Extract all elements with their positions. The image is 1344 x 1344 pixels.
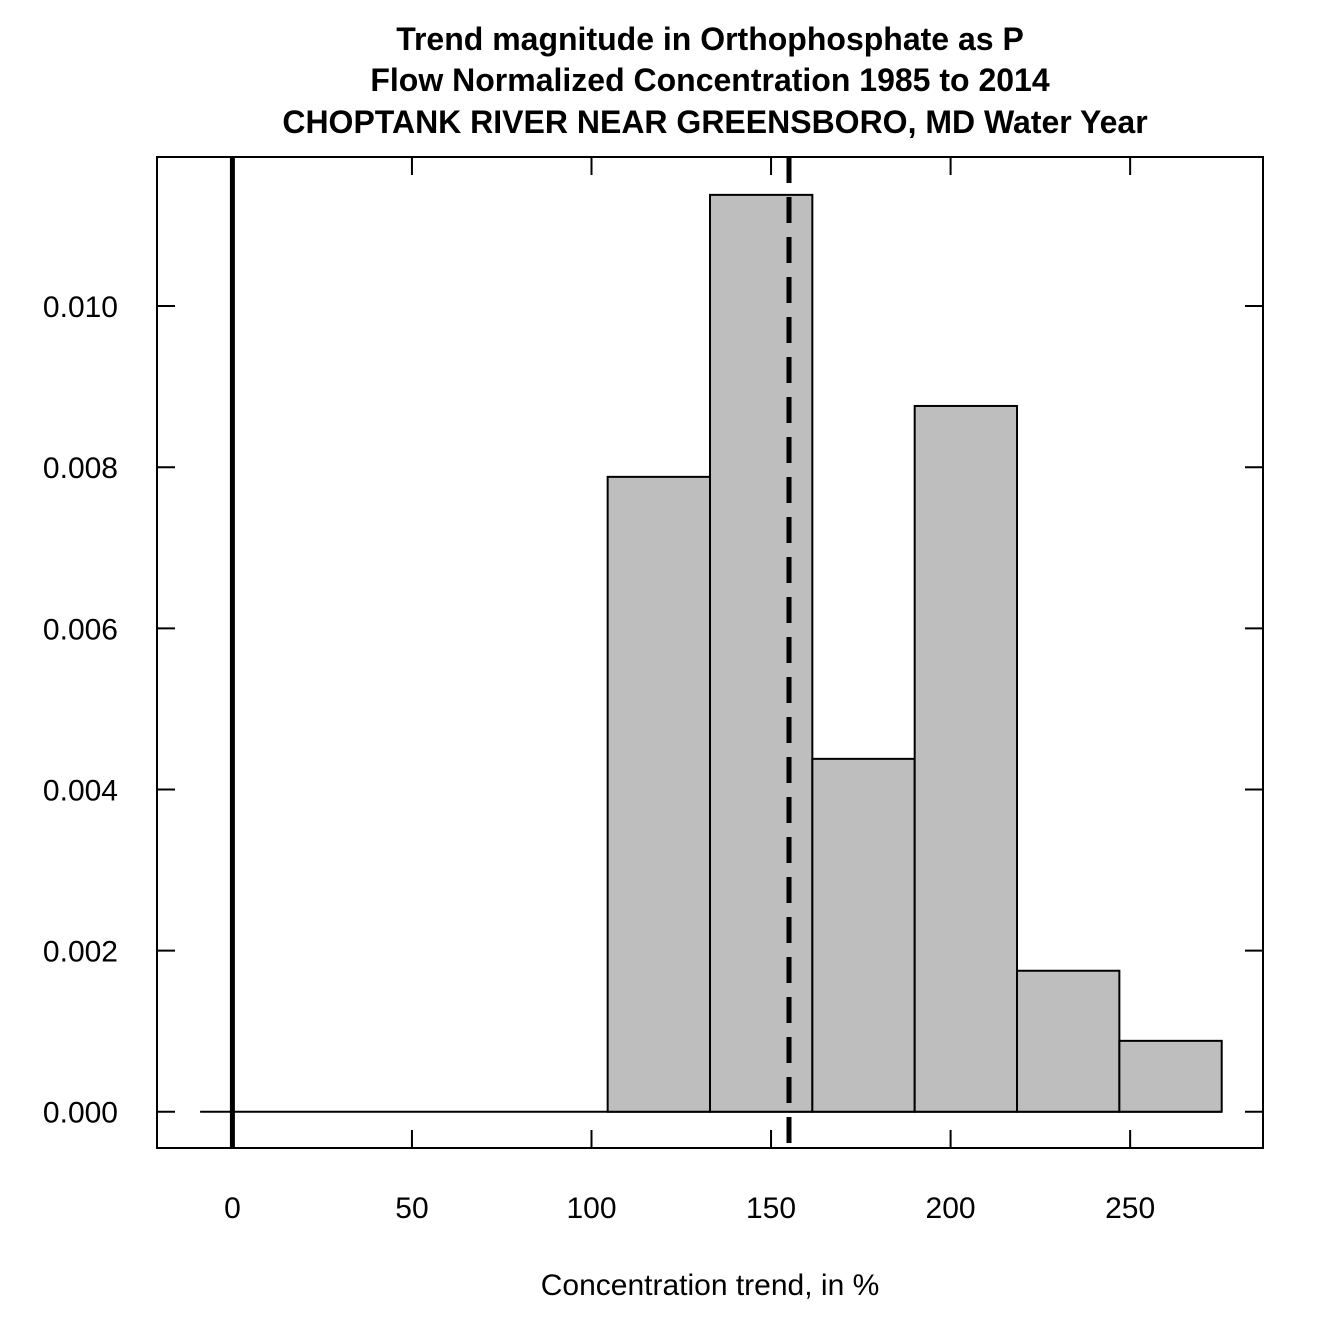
y-tick-label: 0.002	[43, 936, 118, 969]
x-tick-label: 0	[224, 1192, 241, 1225]
x-axis-label: Concentration trend, in %	[541, 1269, 880, 1302]
y-tick-label: 0.004	[43, 774, 118, 807]
y-tick-label: 0.000	[43, 1097, 118, 1130]
y-axis: 0.000 0.002 0.004 0.006 0.008 0.010	[43, 291, 1263, 1130]
histogram-bar-4	[913, 404, 1019, 1113]
plot-frame	[156, 156, 1264, 1149]
y-tick-label: 0.006	[43, 613, 118, 646]
x-tick-label: 50	[395, 1192, 428, 1225]
chart-title-line-3: CHOPTANK RIVER NEAR GREENSBORO, MD Water…	[282, 104, 1147, 140]
histogram-bar-6	[1118, 1039, 1223, 1113]
chart-title-line-2: Flow Normalized Concentration 1985 to 20…	[370, 62, 1049, 98]
x-tick-label: 250	[1105, 1192, 1155, 1225]
bars-layer	[200, 193, 1223, 1113]
chart-title-line-1: Trend magnitude in Orthophosphate as P	[396, 21, 1024, 57]
x-axis: 0 50 100 150 200 250	[224, 157, 1155, 1225]
histogram-bar-5	[1016, 969, 1121, 1113]
histogram-bar-1	[606, 475, 712, 1113]
histogram-bar-3	[811, 757, 916, 1113]
x-tick-label: 150	[746, 1192, 796, 1225]
histogram-bar-2	[709, 193, 814, 1113]
x-tick-label: 100	[566, 1192, 616, 1225]
y-tick-label: 0.010	[43, 291, 118, 324]
x-tick-label: 200	[926, 1192, 976, 1225]
y-tick-label: 0.008	[43, 452, 118, 485]
reference-lines-layer	[229, 157, 792, 1148]
